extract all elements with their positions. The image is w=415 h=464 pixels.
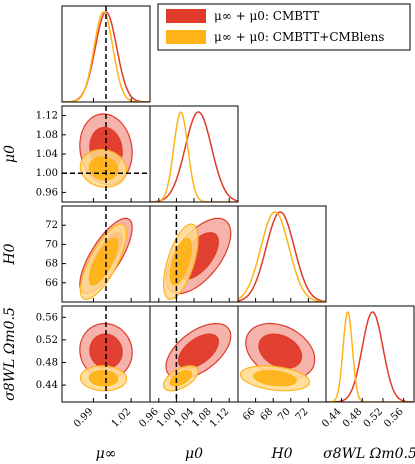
marginal-curve-mu0-series-1 [150,111,238,202]
y-tick-label-mu0-0: 0.96 [36,187,58,198]
y-tick-label-s8om-3: 0.56 [36,312,58,323]
contour-panel-mu-inf-vs-mu0 [62,106,150,202]
contour-panel-h0-vs-s8om [239,322,316,392]
y-tick-label-h0-0: 66 [45,278,58,289]
marginal-curve-h0-series-0 [238,211,326,302]
x-tick-label-h0-3: 72 [294,406,311,423]
legend-swatch-cmbtt [166,9,206,23]
x-tick-label-s8om-0: 0.44 [320,406,344,430]
contour-68-mu-inf-s8om-series-1 [88,370,119,387]
contour-panel-mu0-vs-h0 [163,206,232,302]
x-tick-label-mu0-4: 1.12 [208,406,232,430]
x-tick-label-mu0-2: 1.04 [173,406,197,430]
x-tick-label-s8om-3: 0.56 [382,406,406,430]
y-tick-label-s8om-1: 0.48 [36,357,58,368]
marginal-mu0 [150,111,238,202]
x-tick-label-h0-0: 66 [241,406,258,423]
x-axis-label-mu0: μ0 [185,446,203,462]
x-tick-label-s8om-2: 0.52 [362,406,386,430]
contour-68-mu0-s8om-series-1 [169,370,192,387]
x-tick-label-mu0-3: 1.08 [190,406,214,430]
legend-label-cmbtt-cmblens: μ∞ + μ0: CMBTT+CMBlens [214,30,384,44]
x-tick-label-mu0-0: 0.96 [137,406,161,430]
y-axis-label-mu0: μ0 [2,145,18,163]
y-tick-label-h0-3: 72 [45,220,58,231]
marginal-mu-inf [62,6,150,102]
y-axis-label-h0: H0 [2,243,18,265]
marginal-curve-mu0-series-0 [150,111,238,202]
x-tick-label-h0-2: 70 [276,406,293,423]
x-tick-label-h0-1: 68 [259,406,276,423]
y-tick-label-mu0-1: 1.00 [36,168,58,179]
panel-frame-3-3 [325,305,415,403]
contour-panel-mu-inf-vs-s8om [79,306,133,402]
y-tick-label-mu0-3: 1.08 [36,130,58,141]
contour-68-mu-inf-h0-series-1 [88,237,119,286]
marginal-curve-h0-series-1 [238,211,326,302]
x-axis-label-h0: H0 [270,446,292,462]
plot-layer: 0.99 1.02 0.961.001.041.081.12 66 68 70 72 0.44… [2,5,415,462]
panel-frame-0-0 [61,5,151,103]
contour-68-h0-s8om-series-0 [258,333,303,369]
legend: μ∞ + μ0: CMBTT μ∞ + μ0: CMBTT+CMBlens [157,3,411,51]
x-tick-label-s8om-1: 0.48 [341,406,365,430]
x-tick-label-mu-inf-0: 0.99 [72,406,96,430]
y-tick-label-h0-2: 70 [45,239,58,250]
marginal-curve-s8om-series-0 [326,311,414,402]
y-tick-label-mu0-2: 1.04 [36,149,58,160]
x-tick-label-mu0-1: 1.00 [155,406,179,430]
marginal-h0 [238,211,326,302]
y-tick-label-s8om-0: 0.44 [36,380,58,391]
contour-68-h0-s8om-series-1 [253,370,297,387]
marginal-curve-s8om-series-1 [326,311,414,402]
y-tick-label-h0-1: 68 [45,259,58,270]
y-tick-label-mu0-4: 1.12 [36,111,58,122]
contour-68-mu0-s8om-series-0 [177,333,220,369]
marginal-s8om [326,311,414,402]
panel-frame-2-2 [237,205,327,303]
contour-panel-mu-inf-vs-h0 [79,206,133,302]
x-axis-label-mu-inf: μ∞ [96,446,117,462]
legend-label-cmbtt: μ∞ + μ0: CMBTT [214,9,319,23]
legend-swatch-cmbtt-cmblens [166,30,206,44]
x-axis-label-s8om: σ8WL Ωm0.5 [323,446,415,462]
y-tick-label-s8om-2: 0.52 [36,335,58,346]
x-tick-label-mu-inf-1: 1.02 [110,406,134,430]
contour-panel-mu0-vs-s8om [163,306,232,402]
y-axis-label-s8om: σ8WL Ωm0.5 [2,307,18,401]
